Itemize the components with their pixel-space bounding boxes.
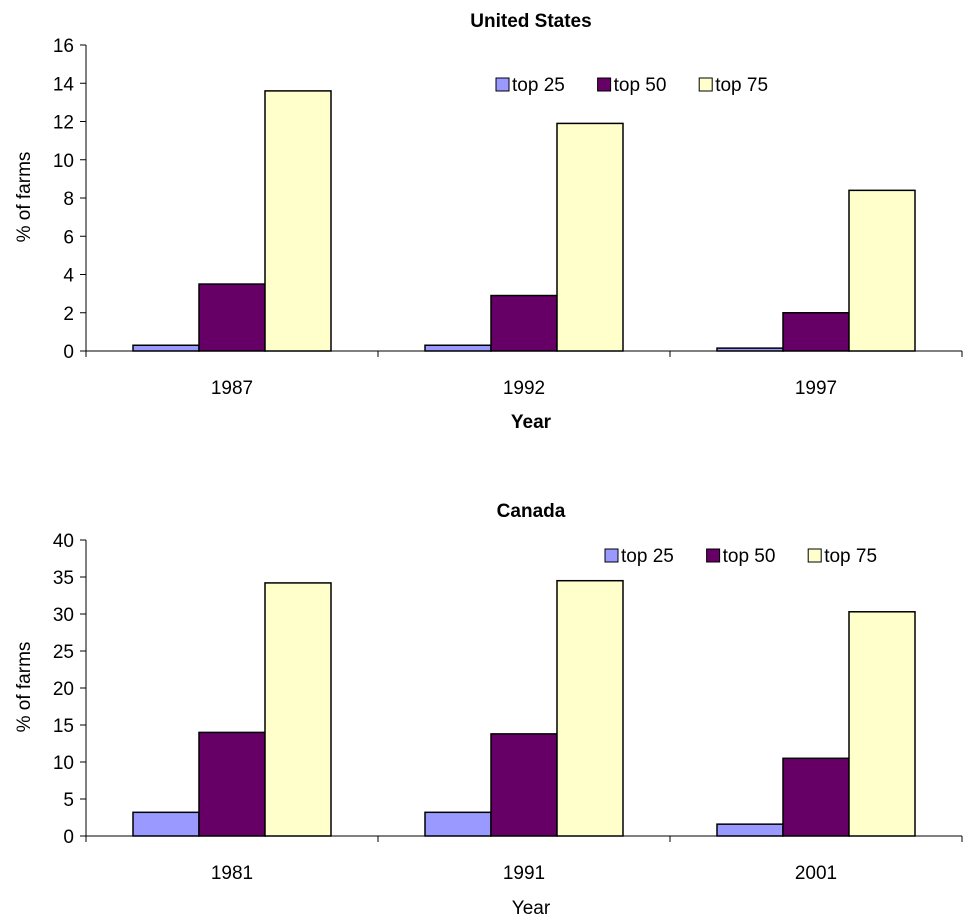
bar-top-50	[782, 757, 850, 837]
bar-top-25	[132, 344, 200, 352]
legend-label: top 50	[723, 546, 776, 567]
legend-swatch	[597, 77, 612, 92]
y-axis-title: % of farms	[14, 642, 35, 733]
legend-swatch	[807, 548, 822, 563]
y-tick-label: 0	[63, 827, 74, 848]
bar-top-50	[198, 731, 266, 837]
bar-top-50	[490, 294, 558, 352]
legend: top 25 top 50 top 75	[604, 546, 877, 567]
y-tick-label: 6	[63, 227, 74, 248]
legend: top 25 top 50 top 75	[495, 75, 768, 96]
legend-label: top 25	[621, 546, 674, 567]
bar-top-75	[264, 582, 332, 837]
legend-swatch	[604, 548, 619, 563]
y-tick-label: 12	[53, 113, 74, 134]
x-tick-label: 1991	[503, 863, 545, 884]
bar-top-25	[716, 823, 784, 837]
bar-top-25	[424, 344, 492, 352]
y-tick-label: 40	[53, 531, 74, 552]
y-axis-title: % of farms	[14, 152, 35, 243]
x-tick-label: 1981	[211, 863, 253, 884]
bar-top-25	[132, 811, 200, 837]
y-tick-label: 20	[53, 679, 74, 700]
x-tick-label: 1987	[211, 378, 253, 399]
y-tick-label: 5	[63, 790, 74, 811]
y-tick-label: 14	[53, 74, 75, 95]
legend-label: top 50	[614, 75, 667, 96]
y-tick-label: 10	[53, 753, 74, 774]
bar-top-50	[198, 283, 266, 352]
y-tick-label: 25	[53, 642, 74, 663]
bar-top-50	[490, 733, 558, 837]
legend-label: top 75	[824, 546, 877, 567]
x-tick-label: 1992	[503, 378, 545, 399]
legend-swatch	[495, 77, 510, 92]
y-tick-label: 4	[63, 266, 74, 287]
bar-top-50	[782, 312, 850, 352]
legend-label: top 25	[512, 75, 565, 96]
bar-top-75	[264, 90, 332, 352]
united-states-chart: United States % of farms Year 0 2 4 6 8 10 12 1…	[14, 11, 963, 433]
x-axis-title: Year	[512, 898, 551, 919]
y-tick-label: 0	[63, 342, 74, 363]
y-tick-label: 30	[53, 605, 74, 626]
chart-title: Canada	[497, 501, 566, 522]
bar-top-75	[848, 189, 916, 352]
x-tick-label: 2001	[795, 863, 837, 884]
legend-swatch	[706, 548, 721, 563]
bar-top-75	[556, 122, 624, 352]
y-tick-label: 2	[63, 304, 74, 325]
y-tick-label: 8	[63, 189, 74, 210]
legend-swatch	[698, 77, 713, 92]
legend-label: top 75	[715, 75, 768, 96]
y-tick-label: 35	[53, 568, 74, 589]
bar-top-75	[556, 579, 624, 837]
y-tick-label: 15	[53, 716, 74, 737]
x-axis-title: Year	[511, 412, 552, 433]
bar-top-75	[848, 611, 916, 837]
y-tick-label: 16	[53, 36, 74, 57]
chart-title: United States	[470, 11, 591, 32]
y-tick-label: 10	[53, 151, 74, 172]
bar-top-25	[424, 811, 492, 837]
canada-chart: Canada % of farms Year 0 5 10 15 20 25 30 35 40 1…	[14, 501, 963, 919]
x-tick-label: 1997	[795, 378, 837, 399]
